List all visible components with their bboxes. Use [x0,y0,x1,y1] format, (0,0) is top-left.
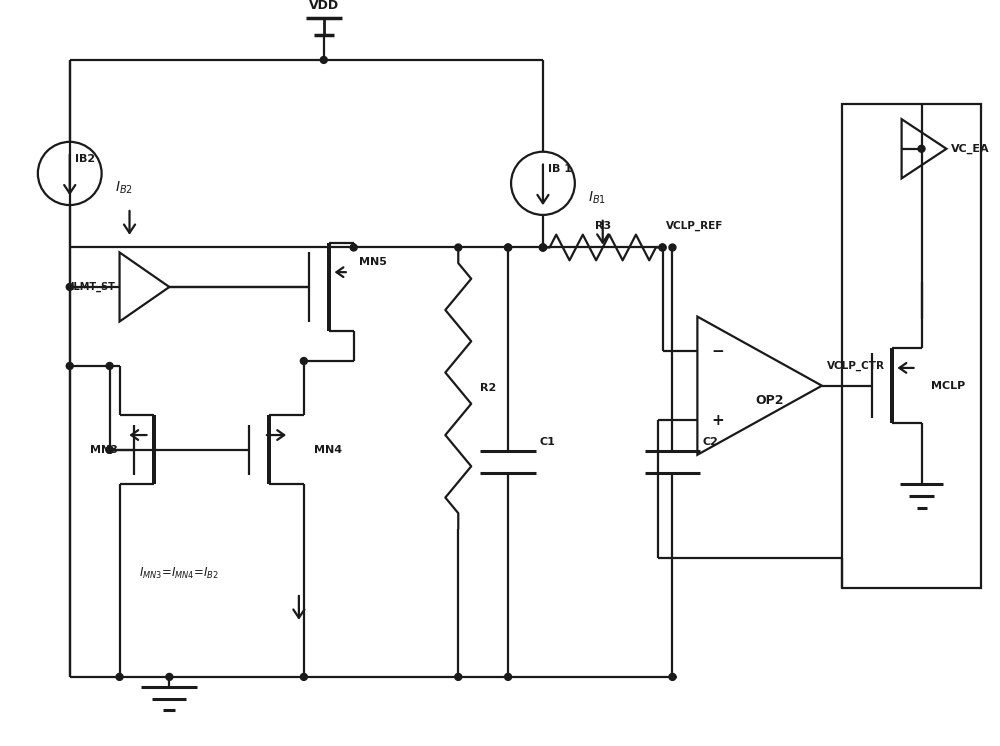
Text: R3: R3 [595,221,611,231]
Circle shape [166,674,173,680]
Text: VC_EA: VC_EA [951,144,990,154]
Circle shape [505,244,512,251]
Bar [842,104,981,588]
Circle shape [539,244,546,251]
Text: $I_{B1}$: $I_{B1}$ [588,190,606,207]
Text: +: + [711,413,724,427]
Circle shape [300,674,307,680]
Text: −: − [711,344,724,359]
Circle shape [66,283,73,290]
Circle shape [659,244,666,251]
Text: IB2: IB2 [75,154,95,163]
Circle shape [66,363,73,369]
Circle shape [505,674,512,680]
Circle shape [539,244,546,251]
Text: MN4: MN4 [314,445,342,455]
Text: R2: R2 [480,383,496,393]
Circle shape [116,674,123,680]
Text: MCLP: MCLP [931,380,966,391]
Circle shape [106,446,113,454]
Circle shape [669,244,676,251]
Circle shape [539,244,546,251]
Text: VCLP_REF: VCLP_REF [665,221,723,231]
Circle shape [455,244,462,251]
Text: C1: C1 [540,437,556,448]
Text: VDD: VDD [309,0,339,12]
Circle shape [350,244,357,251]
Circle shape [320,57,327,63]
Text: $I_{B2}$: $I_{B2}$ [115,180,133,196]
Circle shape [659,244,666,251]
Text: VCLP_CTR: VCLP_CTR [827,361,885,371]
Text: $I_{MN3}$=$I_{MN4}$=$I_{B2}$: $I_{MN3}$=$I_{MN4}$=$I_{B2}$ [139,565,219,581]
Circle shape [106,363,113,369]
Circle shape [106,446,113,454]
Text: OP2: OP2 [755,394,784,407]
Circle shape [918,145,925,152]
Text: MN5: MN5 [359,257,387,267]
Circle shape [300,357,307,365]
Circle shape [669,674,676,680]
Text: IB 1: IB 1 [548,163,572,174]
Circle shape [505,244,512,251]
Text: C2: C2 [702,437,718,448]
Text: MN3: MN3 [90,445,118,455]
Circle shape [455,674,462,680]
Text: ILMT_ST: ILMT_ST [70,282,115,292]
